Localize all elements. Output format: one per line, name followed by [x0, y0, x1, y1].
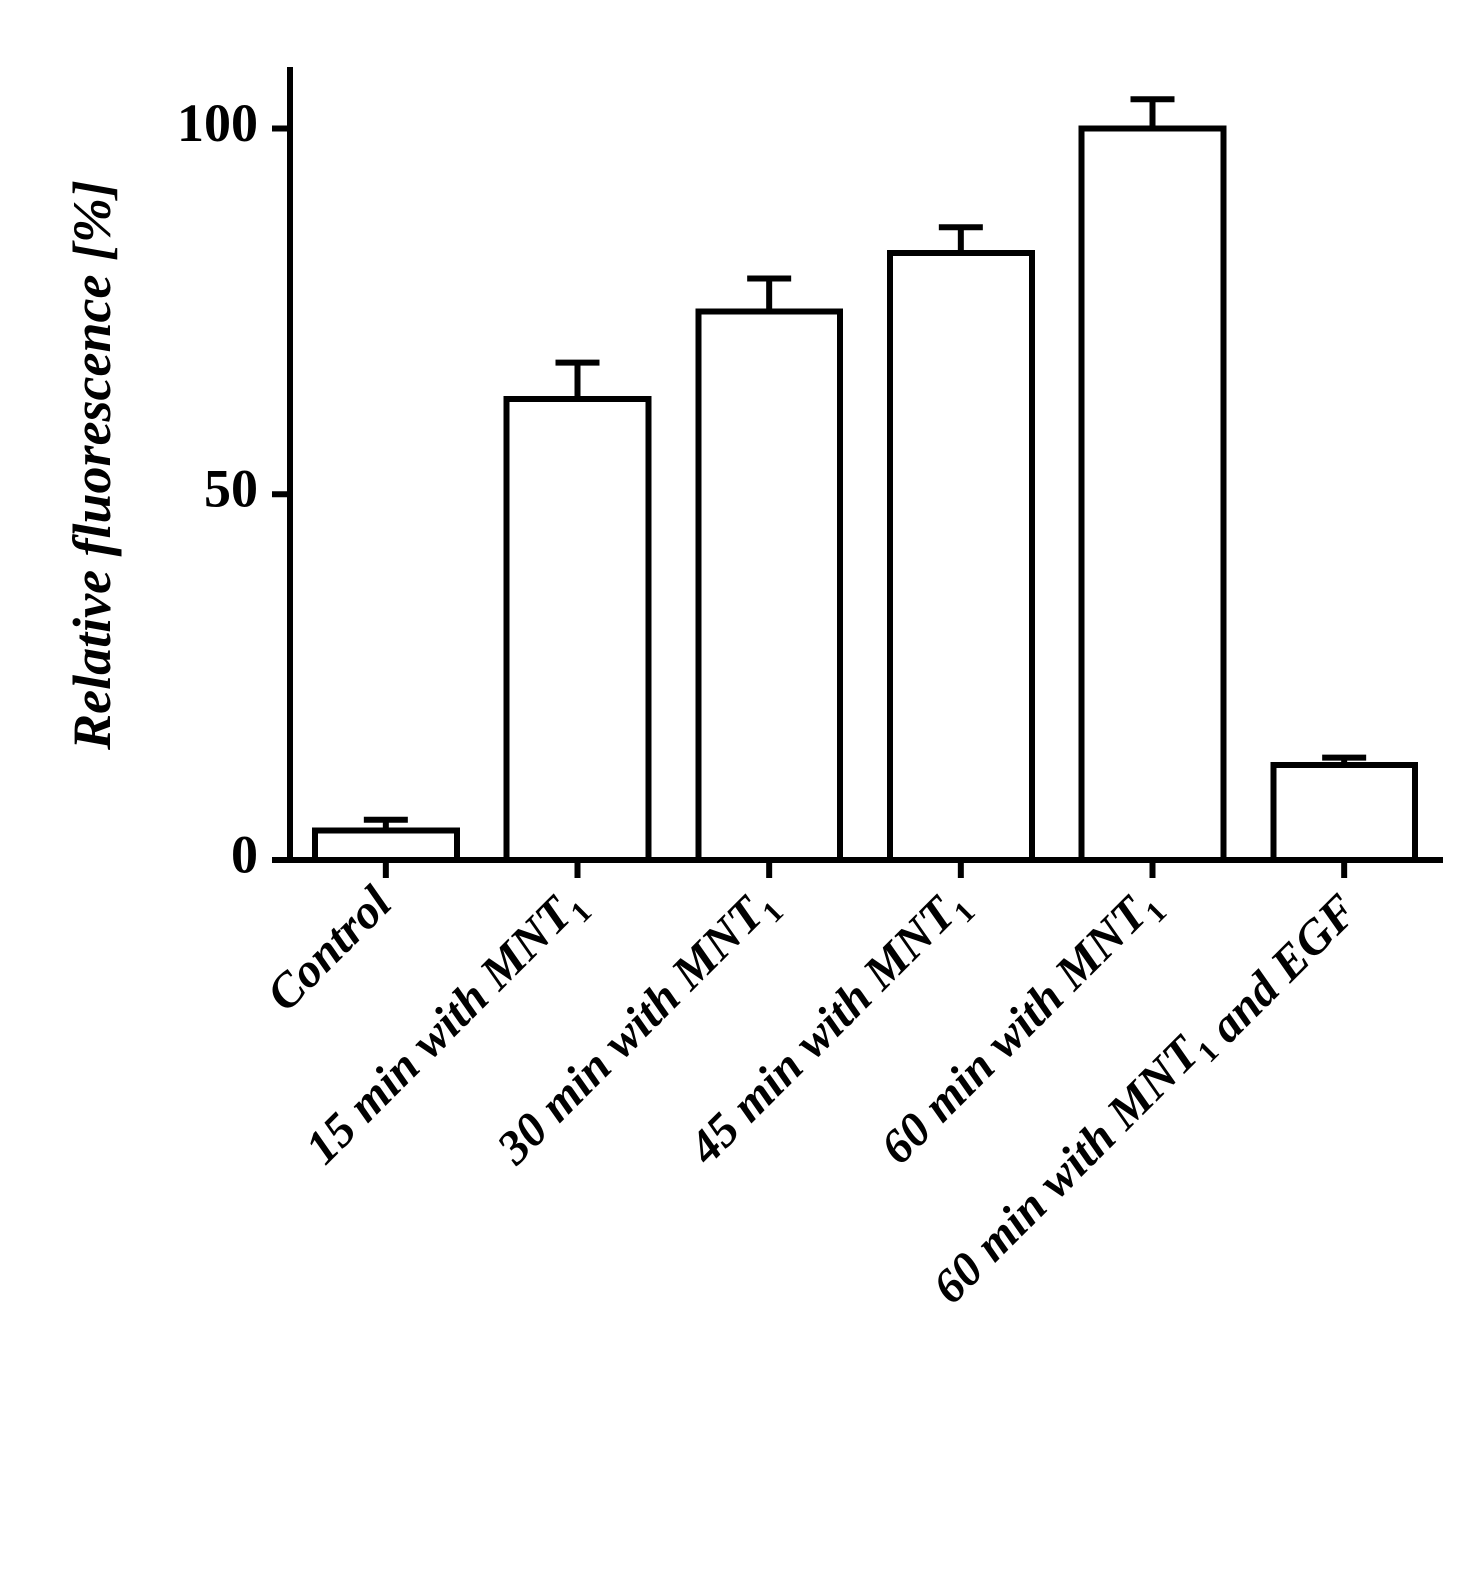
ytick-label: 100: [177, 93, 258, 153]
bar: [890, 227, 1032, 860]
xtick-label: Control: [257, 876, 402, 1021]
y-axis-label: Relative fluorescence [%]: [62, 180, 122, 751]
bar: [315, 820, 457, 860]
bar: [507, 363, 649, 860]
bar: [1082, 99, 1224, 860]
xtick-label: 60 min with MNT1 and EGF: [922, 876, 1367, 1321]
chart-page: { "chart": { "type": "bar", "ylabel": "R…: [0, 0, 1466, 1571]
ytick-label: 50: [204, 459, 258, 519]
bar: [698, 278, 840, 860]
bar: [1273, 758, 1415, 860]
bar-chart: 050100Relative fluorescence [%]Control15…: [0, 0, 1466, 1571]
ytick-label: 0: [231, 824, 258, 884]
